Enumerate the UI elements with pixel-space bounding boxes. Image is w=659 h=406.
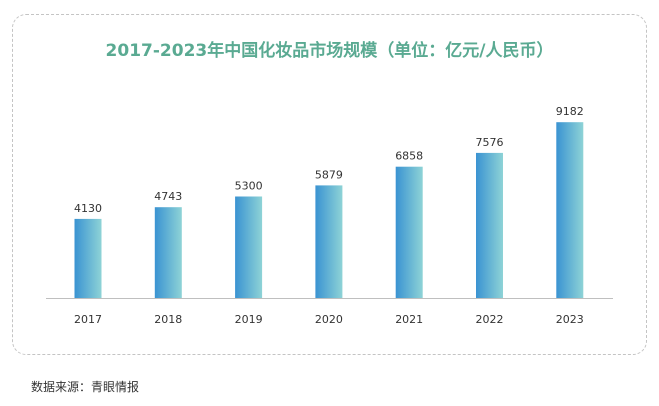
x-tick-label-2022: 2022 [476, 313, 504, 326]
chart-frame [12, 14, 647, 355]
data-label-2017: 4130 [74, 202, 102, 215]
x-tick-label-2017: 2017 [74, 313, 102, 326]
data-label-2023: 9182 [556, 105, 584, 118]
data-label-2021: 6858 [395, 150, 423, 163]
data-label-2022: 7576 [476, 136, 504, 149]
bars-group [74, 122, 584, 298]
bar-2022 [476, 152, 503, 298]
x-tick-label-2021: 2021 [395, 313, 423, 326]
bar-2020 [315, 185, 343, 298]
x-tick-label-2018: 2018 [154, 313, 182, 326]
bar-2018 [154, 207, 182, 298]
source-note: 数据来源：青眼情报 [31, 380, 140, 394]
bar-2023 [556, 122, 584, 298]
data-label-2020: 5879 [315, 168, 343, 181]
x-tick-label-2020: 2020 [315, 313, 343, 326]
chart-title: 2017-2023年中国化妆品市场规模（单位：亿元/人民币） [105, 41, 554, 61]
x-tick-label-2023: 2023 [556, 313, 584, 326]
x-tick-label-2019: 2019 [235, 313, 263, 326]
bar-2021 [395, 166, 423, 298]
x-tick-labels-group: 2017 2018 2019 2020 2021 2022 2023 [74, 313, 584, 326]
bar-2019 [235, 196, 263, 298]
data-label-2019: 5300 [235, 180, 263, 193]
data-label-2018: 4743 [154, 190, 182, 203]
bar-2017 [74, 218, 102, 298]
data-labels-group: 4130 4743 5300 5879 6858 7576 9182 [74, 105, 584, 215]
